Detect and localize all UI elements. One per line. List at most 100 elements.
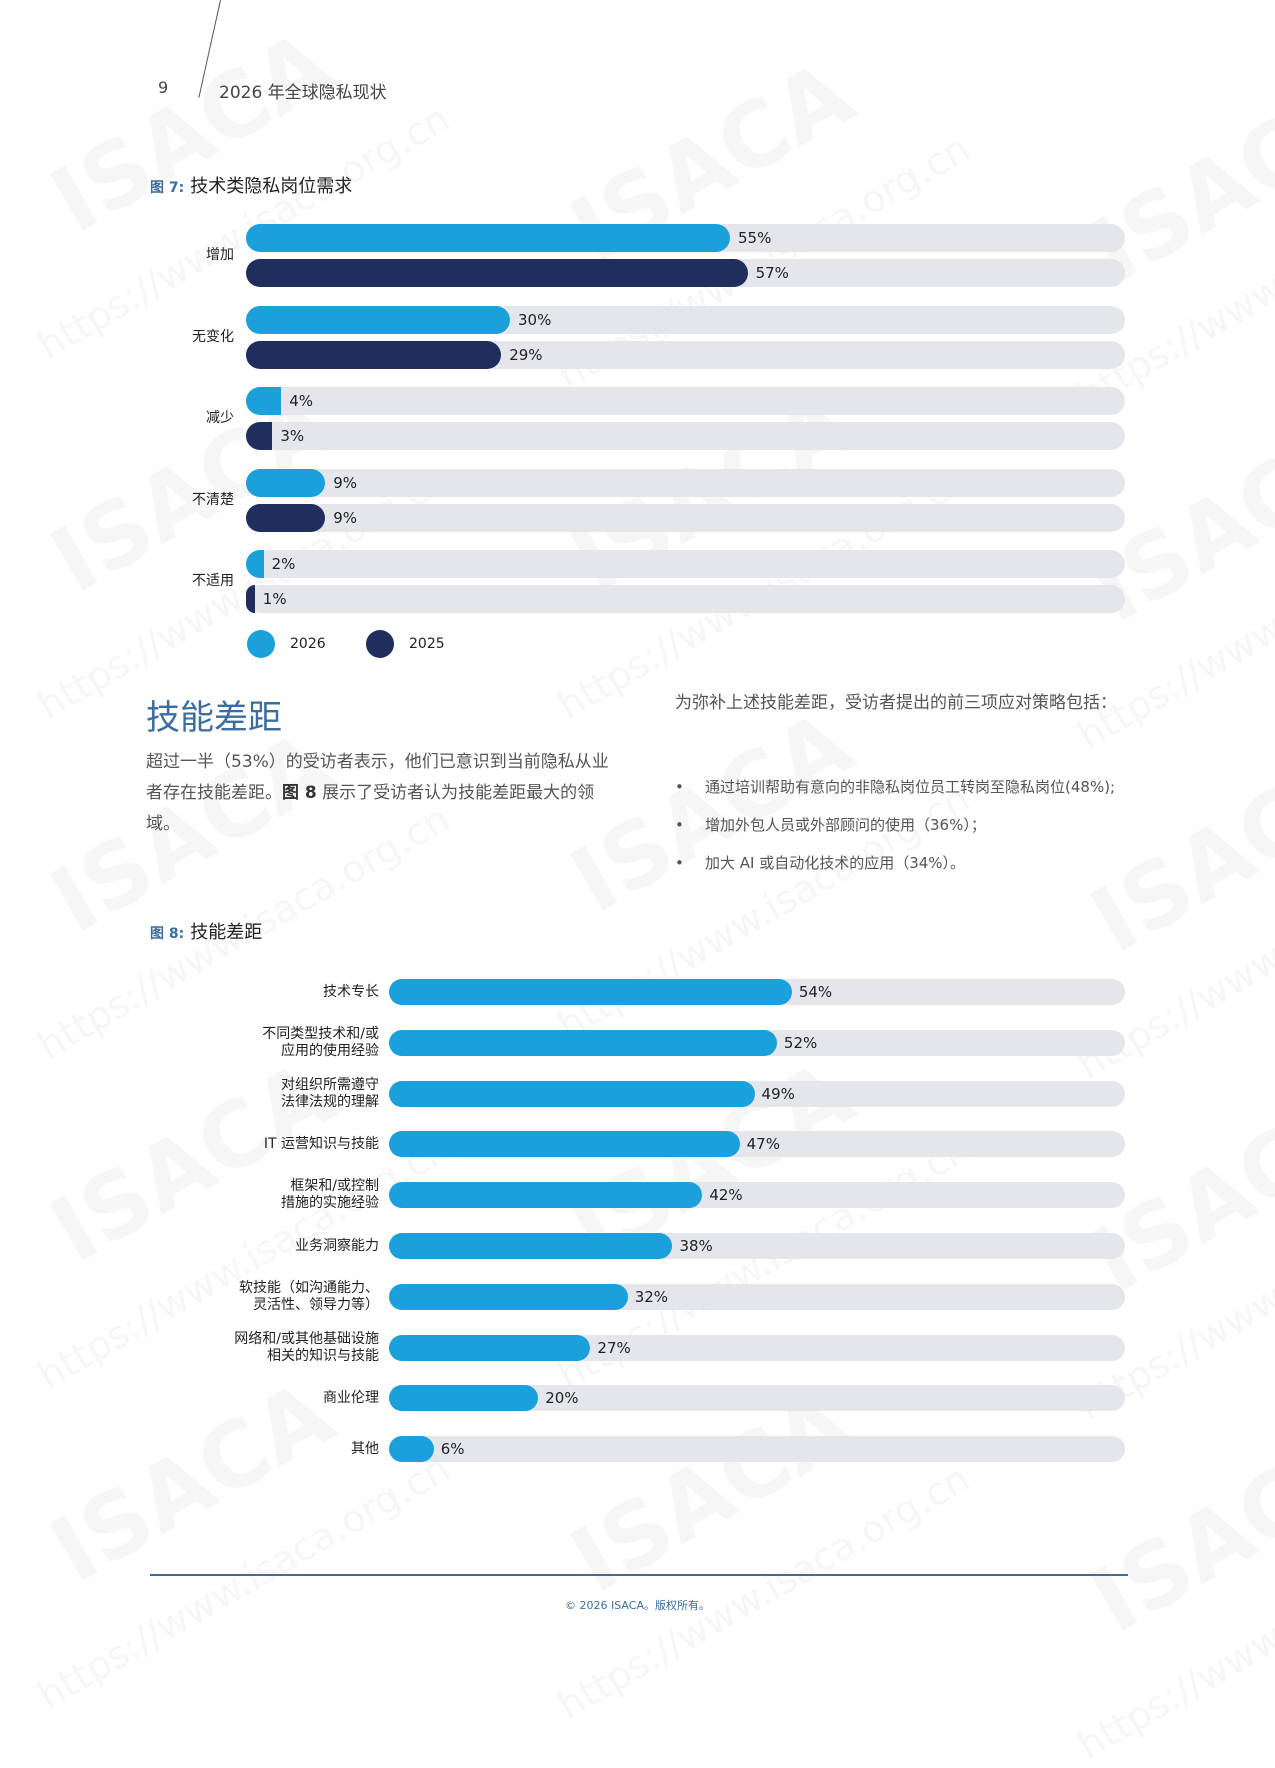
bar (389, 1029, 777, 1056)
category-label-line: 应用的使用经验 (281, 1042, 379, 1059)
section-heading: 技能差距 (146, 698, 282, 738)
bar-track (246, 259, 1125, 287)
category-label-line: 商业伦理 (323, 1389, 379, 1406)
bar-track (246, 387, 1125, 415)
category-label: 框架和/或控制 措施的实施经验 (149, 1178, 379, 1212)
value-label: 55% (738, 229, 772, 247)
category-label-line: 框架和/或控制 (290, 1178, 379, 1195)
bar (389, 1436, 434, 1463)
bar-2025 (246, 340, 502, 369)
list-item: • 增加外包人员或外部顾问的使用（36%）； (675, 810, 1145, 848)
watermark-brand: ISACA (34, 11, 349, 254)
bar (389, 1283, 628, 1310)
bar (389, 1334, 591, 1361)
value-label: 32% (634, 1287, 669, 1306)
bar-track (389, 1385, 1125, 1412)
bar-track (246, 224, 1125, 252)
bar-2026 (246, 224, 730, 252)
list-item-text: 通过培训帮助有意向的非隐私岗位员工转岗至隐私岗位(48%); (705, 778, 1116, 796)
bar-track (246, 340, 1125, 369)
bar-2026 (246, 550, 264, 578)
figure7-label: 图 7: (150, 180, 185, 196)
bullet-icon: • (675, 816, 684, 834)
value-label: 3% (280, 427, 305, 445)
category-label-line: 其他 (351, 1440, 379, 1457)
figure8-title-text: 技能差距 (190, 922, 263, 943)
bar-track (246, 468, 1125, 497)
footer-divider (150, 1574, 1128, 1576)
watermark-url: https://www.isaca.org.cn (30, 1446, 457, 1718)
running-title: 2026 年全球隐私现状 (219, 83, 387, 103)
figure-reference: 图 8 (282, 783, 317, 803)
category-label: 减少 (206, 410, 234, 426)
list-item-text: 增加外包人员或外部顾问的使用（36%）； (705, 816, 986, 834)
bar-2025 (246, 422, 273, 450)
legend-swatch-2025 (366, 630, 394, 658)
figure8-title: 图 8: 技能差距 (150, 918, 262, 944)
bar-track (389, 1283, 1125, 1310)
paragraph-text: 超过一半（53%）的受访者表示，他们已意识到当前隐私从业者存在技能差距。 (146, 752, 609, 803)
category-label: 增加 (206, 247, 234, 263)
category-label: 其他 (149, 1441, 379, 1458)
value-label: 9% (333, 473, 357, 492)
bar-track (246, 550, 1125, 578)
value-label: 42% (709, 1186, 743, 1205)
bullet-icon: • (675, 778, 684, 796)
value-label: 54% (798, 983, 833, 1001)
bar-2025 (246, 503, 326, 532)
bar (389, 1182, 703, 1209)
category-label: 业务洞察能力 (149, 1238, 379, 1255)
category-label: 软技能（如沟通能力、 灵活性、领导力等） (149, 1280, 379, 1314)
value-label: 6% (440, 1440, 465, 1459)
value-label: 2% (271, 555, 296, 573)
bar-track (246, 585, 1125, 613)
bar-2026 (246, 468, 326, 497)
category-label-line: 软技能（如沟通能力、 (239, 1279, 379, 1296)
value-label: 9% (333, 508, 357, 527)
figure7-title: 图 7: 技术类隐私岗位需求 (150, 172, 352, 198)
figure8-label: 图 8: (150, 926, 185, 942)
category-label-line: 措施的实施经验 (281, 1195, 379, 1212)
watermark-url: https://www.isaca.org.cn (1070, 1496, 1275, 1768)
category-label-line: 网络和/或其他基础设施 (234, 1330, 379, 1347)
legend-label: 2025 (409, 636, 445, 652)
value-label: 57% (755, 264, 789, 282)
category-label: 不清楚 (192, 491, 234, 508)
bar-2025 (246, 259, 748, 287)
category-label-line: 对组织所需遵守 (281, 1076, 379, 1093)
category-label-line: 灵活性、领导力等） (253, 1296, 379, 1313)
bar-track (389, 1131, 1125, 1158)
value-label: 30% (518, 310, 552, 329)
category-label-line: IT 运营知识与技能 (263, 1135, 379, 1152)
bullet-icon: • (675, 854, 684, 872)
bar (389, 1385, 539, 1412)
category-label: IT 运营知识与技能 (149, 1136, 379, 1153)
page-number: 9 (158, 78, 169, 97)
bar-track (389, 979, 1125, 1005)
section-paragraph: 超过一半（53%）的受访者表示，他们已意识到当前隐私从业者存在技能差距。图 8 … (146, 747, 616, 840)
strategies-list: • 通过培训帮助有意向的非隐私岗位员工转岗至隐私岗位(48%); • 增加外包人员或… (675, 772, 1145, 886)
value-label: 27% (597, 1338, 631, 1357)
bar-track (389, 1334, 1125, 1361)
bar (389, 979, 792, 1005)
list-item-text: 加大 AI 或自动化技术的应用（34%）。 (705, 854, 966, 872)
bar-2025 (246, 585, 255, 613)
category-label: 不适用 (192, 573, 234, 589)
bar-track (389, 1182, 1125, 1209)
category-label-line: 相关的知识与技能 (267, 1347, 379, 1364)
bar (389, 1233, 673, 1259)
list-item: • 加大 AI 或自动化技术的应用（34%）。 (675, 848, 1145, 886)
bar-track (246, 305, 1125, 334)
value-label: 29% (509, 345, 543, 364)
bar (389, 1080, 755, 1107)
category-label: 网络和/或其他基础设施 相关的知识与技能 (149, 1331, 379, 1365)
copyright: © 2026 ISACA。版权所有。 (565, 1599, 710, 1612)
category-label-line: 技术专长 (323, 983, 379, 1000)
bar-2026 (246, 305, 510, 334)
bar-track (389, 1080, 1125, 1107)
value-label: 49% (761, 1084, 795, 1103)
category-label: 无变化 (192, 328, 234, 345)
category-label-line: 业务洞察能力 (295, 1237, 379, 1254)
category-label: 不同类型技术和/或 应用的使用经验 (149, 1026, 379, 1060)
category-label-line: 法律法规的理解 (281, 1093, 379, 1110)
